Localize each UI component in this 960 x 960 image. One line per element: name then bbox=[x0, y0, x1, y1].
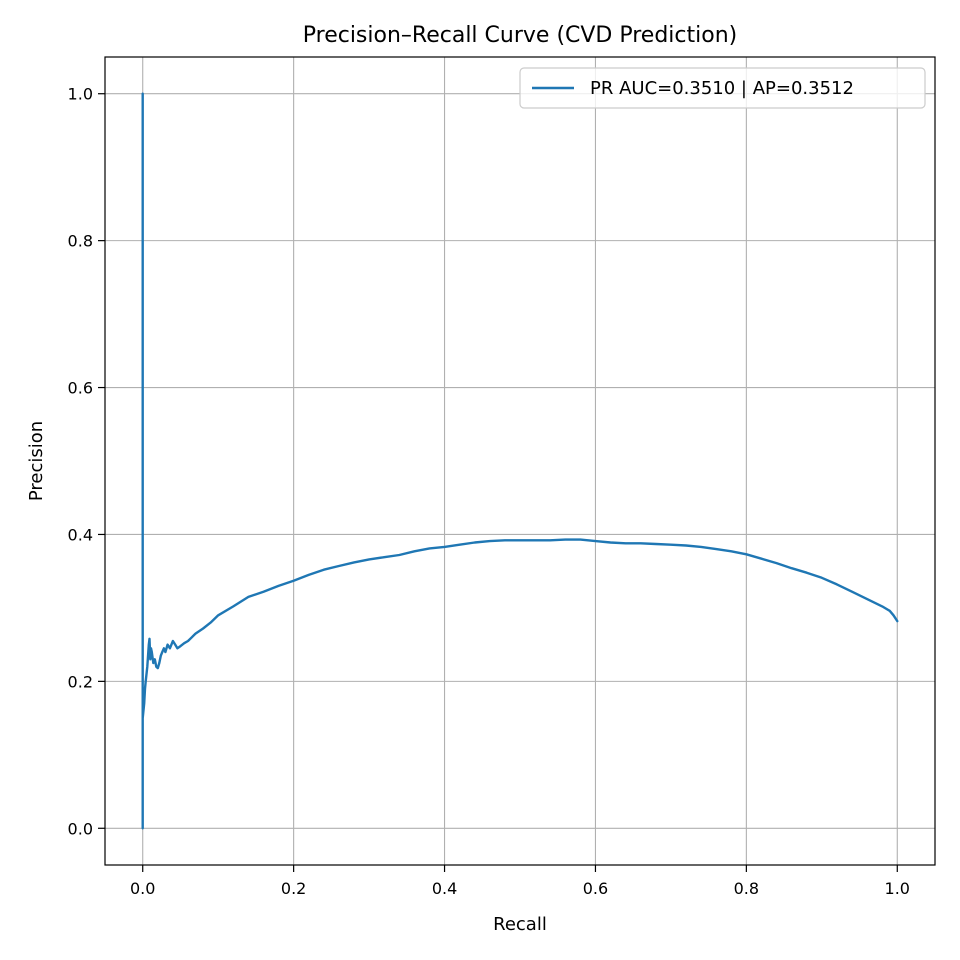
y-axis-label: Precision bbox=[26, 421, 47, 501]
x-axis-label: Recall bbox=[493, 914, 547, 935]
x-tick-label: 0.2 bbox=[281, 879, 306, 898]
x-tick-label: 1.0 bbox=[885, 879, 910, 898]
y-tick-label: 0.2 bbox=[68, 672, 93, 691]
grid-lines bbox=[105, 57, 935, 865]
y-tick-label: 0.0 bbox=[68, 819, 93, 838]
x-tick-label: 0.8 bbox=[734, 879, 759, 898]
legend-label: PR AUC=0.3510 | AP=0.3512 bbox=[590, 78, 854, 99]
x-tick-label: 0.4 bbox=[432, 879, 457, 898]
y-tick-label: 0.8 bbox=[68, 232, 93, 251]
plot-frame bbox=[104, 56, 936, 866]
x-axis: 0.0 0.2 0.4 0.6 0.8 1.0 bbox=[130, 865, 910, 898]
y-tick-label: 1.0 bbox=[68, 85, 93, 104]
y-tick-label: 0.6 bbox=[68, 379, 93, 398]
pr-curve-line bbox=[141, 92, 899, 830]
chart-title: Precision–Recall Curve (CVD Prediction) bbox=[303, 23, 738, 48]
legend-box bbox=[519, 67, 926, 109]
series-layer bbox=[141, 92, 899, 830]
y-tick-label: 0.4 bbox=[68, 525, 93, 544]
y-axis: 0.0 0.2 0.4 0.6 0.8 1.0 bbox=[68, 85, 105, 838]
x-tick-label: 0.0 bbox=[130, 879, 155, 898]
x-tick-label: 0.6 bbox=[583, 879, 608, 898]
legend: PR AUC=0.3510 | AP=0.3512 bbox=[519, 67, 926, 109]
